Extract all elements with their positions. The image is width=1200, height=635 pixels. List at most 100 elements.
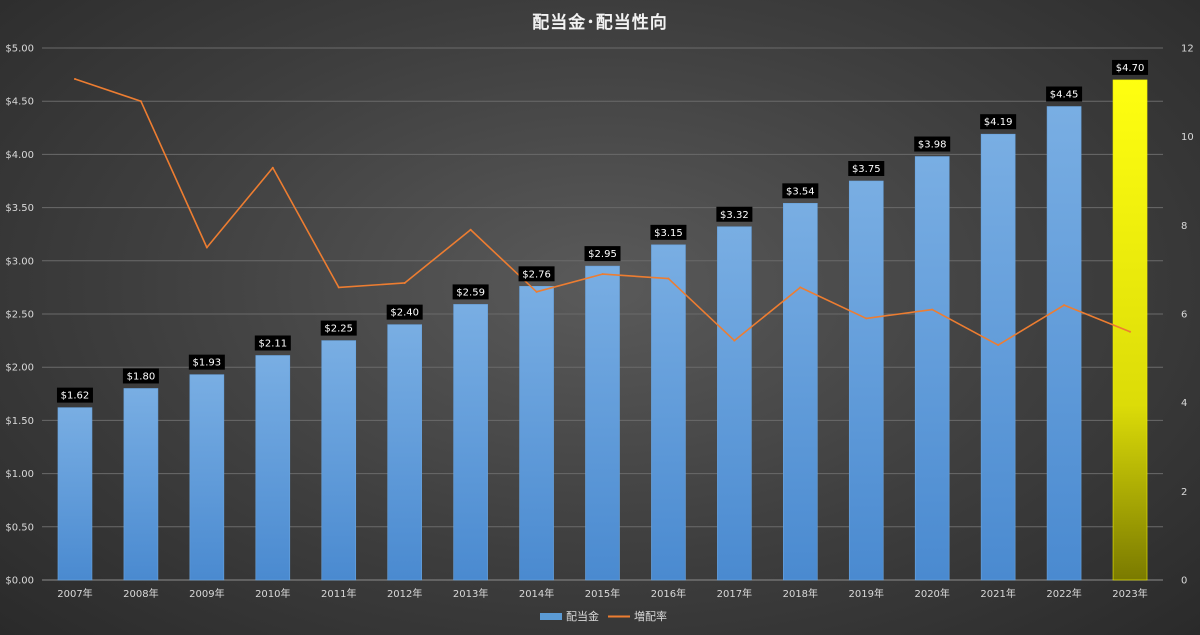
x-tick-label: 2021年 <box>980 587 1015 600</box>
data-label-box <box>650 224 687 240</box>
x-tick-label: 2011年 <box>321 587 356 600</box>
data-label-text: $2.11 <box>258 338 287 349</box>
data-label-text: $4.45 <box>1050 90 1079 101</box>
line-point <box>205 246 208 249</box>
right-tick-label: 12 <box>1181 44 1194 55</box>
bar <box>651 244 686 581</box>
x-tick-label: 2023年 <box>1112 587 1147 600</box>
data-label: $2.40 <box>386 304 423 320</box>
x-tick-label: 2015年 <box>585 587 620 600</box>
x-tick-label: 2010年 <box>255 587 290 600</box>
data-label: $3.75 <box>848 161 885 176</box>
x-tick-label: 2007年 <box>57 587 92 600</box>
bar <box>57 407 93 581</box>
bar <box>980 133 1016 581</box>
line-point <box>601 273 604 276</box>
bar <box>123 388 159 581</box>
line-point <box>1063 304 1066 307</box>
data-label-text: $1.80 <box>127 371 156 382</box>
legend-label-line: 増配率 <box>634 609 667 623</box>
data-label: $3.98 <box>914 136 951 152</box>
data-label-text: $3.54 <box>786 186 815 197</box>
line-point <box>733 339 736 342</box>
data-label-text: $3.98 <box>918 140 947 151</box>
x-tick-label: 2019年 <box>849 587 884 600</box>
line-point <box>535 290 538 293</box>
line-point <box>1129 330 1132 333</box>
x-tick-label: 2013年 <box>453 587 488 600</box>
line-point <box>139 100 142 103</box>
data-labels: $1.62 $1.80 $1.93 $2.11 $2.25 $2.40 $2.59 $2.76… <box>56 59 1149 403</box>
right-tick-label: 0 <box>1181 576 1187 587</box>
right-axis: 0 2 4 6 8 10 12 <box>1181 44 1194 587</box>
left-tick-label: $4.00 <box>5 150 34 161</box>
line-point <box>667 277 670 280</box>
bar <box>189 374 225 581</box>
left-tick-label: $3.50 <box>5 203 34 214</box>
x-tick-label: 2012年 <box>387 587 422 600</box>
data-label-text: $2.76 <box>522 269 551 280</box>
x-tick-label: 2008年 <box>123 587 158 600</box>
data-label: $2.11 <box>254 335 291 351</box>
chart-title: 配当金･配当性向 <box>532 13 668 33</box>
data-label: $1.62 <box>56 387 93 403</box>
bar <box>848 180 884 581</box>
line-series <box>73 78 1132 347</box>
data-label-text: $4.19 <box>984 117 1013 128</box>
bar-series <box>57 79 1148 581</box>
data-label: $4.19 <box>980 114 1017 130</box>
data-label-text: $1.62 <box>61 391 90 402</box>
bar <box>387 324 422 581</box>
line-point <box>997 344 1000 347</box>
data-label-box <box>386 304 423 320</box>
line-point <box>271 166 274 169</box>
data-label-text: $3.75 <box>852 164 881 175</box>
data-label-box <box>1112 59 1149 75</box>
line-point <box>799 286 802 289</box>
left-tick-label: $0.50 <box>5 522 34 533</box>
bar <box>519 286 554 581</box>
data-label: $3.15 <box>650 224 687 240</box>
bar <box>321 340 357 581</box>
left-axis: $0.00 $0.50 $1.00 $1.50 $2.00 $2.50 $3.00 $3.50… <box>5 44 34 587</box>
data-label-box <box>848 161 885 176</box>
left-tick-label: $4.50 <box>5 97 34 108</box>
left-tick-label: $2.00 <box>5 363 34 374</box>
data-label: $2.25 <box>320 320 357 336</box>
x-tick-label: 2017年 <box>717 587 752 600</box>
data-label-box <box>518 266 555 282</box>
data-label-box <box>1046 86 1083 102</box>
bar <box>453 304 488 581</box>
data-label: $4.70 <box>1112 59 1149 75</box>
data-label-box <box>254 335 291 351</box>
data-label-box <box>914 136 951 152</box>
data-label-box <box>584 246 621 262</box>
right-tick-label: 6 <box>1181 310 1187 321</box>
line-point <box>403 281 406 284</box>
x-tick-label: 2016年 <box>651 587 686 600</box>
legend: 配当金 増配率 <box>540 609 667 623</box>
data-label-text: $2.59 <box>456 287 485 298</box>
bar <box>585 265 620 581</box>
data-label-box <box>782 183 819 199</box>
right-tick-label: 4 <box>1181 398 1187 409</box>
line-point <box>469 228 472 231</box>
data-label-box <box>980 114 1017 130</box>
bar <box>255 355 291 581</box>
x-tick-label: 2014年 <box>519 587 554 600</box>
right-tick-label: 8 <box>1181 221 1187 232</box>
data-label: $2.59 <box>452 284 489 300</box>
data-label-text: $3.32 <box>720 210 749 221</box>
data-label: $2.76 <box>518 266 555 282</box>
line-point <box>865 317 868 320</box>
line-point <box>73 78 76 81</box>
right-tick-label: 10 <box>1181 132 1194 143</box>
data-label-text: $2.40 <box>390 308 419 319</box>
left-tick-label: $0.00 <box>5 576 34 587</box>
data-label-box <box>122 368 159 384</box>
data-label: $3.54 <box>782 183 819 199</box>
line-point <box>337 286 340 289</box>
left-tick-label: $1.50 <box>5 416 34 427</box>
data-label-text: $3.15 <box>654 228 683 239</box>
